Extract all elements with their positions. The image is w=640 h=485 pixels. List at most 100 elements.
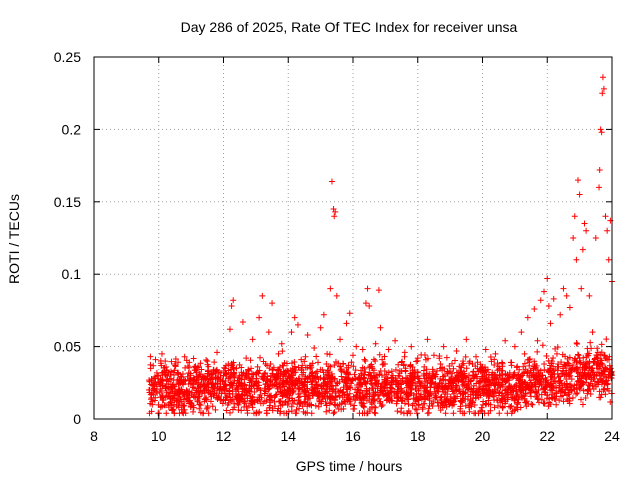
data-point (269, 397, 276, 404)
data-point (185, 392, 192, 399)
data-point (481, 378, 488, 385)
data-point (524, 314, 531, 321)
data-point (537, 297, 544, 304)
data-point (489, 369, 496, 376)
data-point (276, 398, 283, 405)
data-point (179, 402, 186, 409)
y-tick-label: 0 (73, 411, 81, 427)
data-point (452, 387, 459, 394)
data-point (494, 397, 501, 404)
data-point (401, 349, 408, 356)
data-point (408, 385, 415, 392)
data-point (167, 393, 173, 400)
data-point (243, 374, 250, 381)
data-point (574, 364, 581, 371)
data-point (277, 410, 284, 417)
data-point (352, 386, 359, 393)
data-point (283, 367, 290, 374)
data-point (496, 410, 503, 417)
data-point (526, 356, 533, 363)
data-point (590, 375, 597, 382)
data-point (170, 377, 177, 384)
x-tick-label: 10 (151, 428, 167, 444)
data-point (333, 292, 340, 299)
data-point (361, 356, 368, 363)
data-point (599, 74, 606, 81)
data-point (286, 385, 293, 392)
data-point (318, 382, 325, 389)
data-point (317, 366, 324, 373)
data-point (450, 378, 457, 385)
data-point (210, 366, 217, 373)
data-point (477, 368, 484, 375)
data-point (380, 379, 387, 386)
data-point (576, 386, 583, 393)
data-point (228, 381, 235, 388)
data-point (296, 405, 303, 412)
data-point (439, 367, 446, 374)
data-point (179, 390, 186, 397)
data-point (208, 369, 215, 376)
data-point (372, 410, 379, 417)
x-tick-label: 8 (90, 428, 98, 444)
data-point (283, 380, 290, 387)
data-point (485, 376, 492, 383)
data-point (204, 358, 211, 365)
data-point (526, 385, 533, 392)
data-point (214, 349, 221, 356)
data-point (203, 405, 210, 412)
data-point (288, 371, 295, 378)
data-point (366, 303, 373, 310)
data-point (352, 397, 359, 404)
data-point (315, 395, 322, 402)
data-point (326, 407, 333, 414)
data-point (290, 387, 297, 394)
data-point (487, 381, 494, 388)
data-point (181, 389, 188, 396)
data-point (377, 324, 384, 331)
data-point (427, 390, 434, 397)
data-point (498, 359, 505, 366)
data-point (269, 382, 276, 389)
data-point (449, 360, 456, 367)
data-point (574, 351, 581, 358)
data-point (531, 381, 538, 388)
data-point (241, 400, 248, 407)
data-point (582, 364, 589, 371)
data-point (578, 378, 585, 385)
data-point (158, 362, 165, 369)
data-point (171, 392, 178, 399)
data-point (508, 403, 515, 410)
data-point (512, 406, 519, 413)
data-point (570, 235, 577, 241)
data-point (594, 345, 601, 352)
data-point (462, 374, 469, 381)
data-point (502, 337, 509, 344)
data-point (239, 318, 246, 325)
data-point (495, 379, 502, 386)
data-point (266, 402, 273, 409)
data-point (466, 404, 473, 411)
data-point (563, 292, 570, 299)
data-point (186, 359, 193, 366)
y-tick-label: 0.2 (62, 121, 82, 137)
data-point (361, 371, 368, 378)
data-point (401, 400, 408, 407)
data-point (606, 353, 613, 360)
data-point (600, 85, 607, 92)
data-point (245, 367, 252, 374)
data-point (368, 372, 375, 379)
data-point (148, 381, 155, 388)
data-point (274, 367, 281, 374)
data-point (230, 297, 237, 304)
data-point (596, 184, 603, 191)
data-point (461, 380, 468, 387)
data-point (382, 378, 389, 385)
data-point (378, 372, 385, 379)
data-point (285, 368, 292, 375)
data-point (399, 358, 406, 365)
data-point (598, 357, 605, 364)
data-point (175, 387, 182, 394)
data-point (556, 384, 563, 391)
data-point (155, 410, 162, 417)
